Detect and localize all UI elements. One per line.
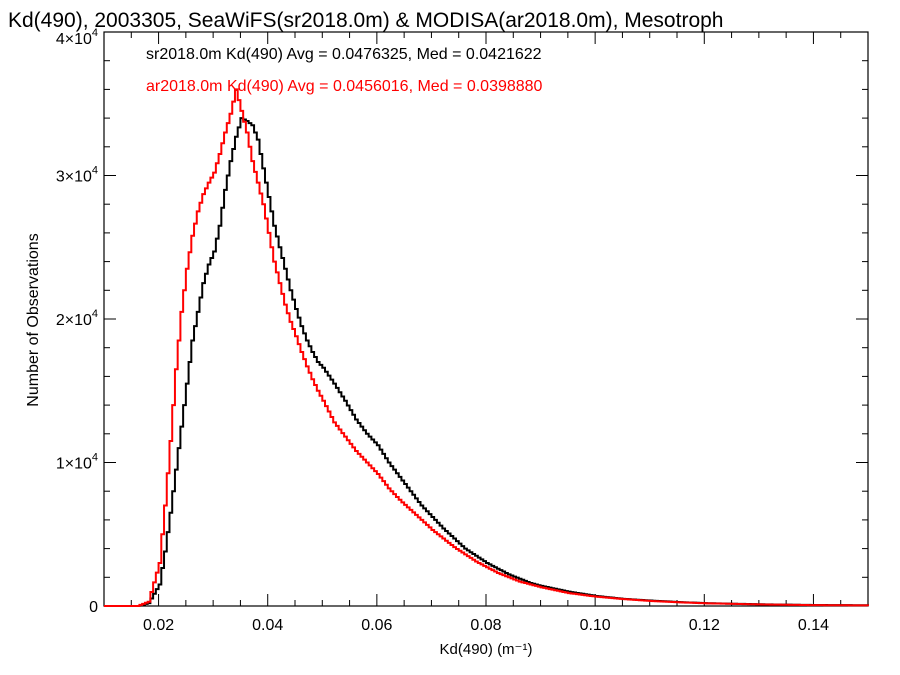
y-axis-label: Number of Observations [25, 233, 42, 406]
series-layer [104, 88, 869, 607]
x-axis-label: Kd(490) (m⁻¹) [440, 641, 533, 658]
x-tick-label: 0.08 [470, 617, 501, 634]
x-axis-ticks: 0.02 0.04 0.06 0.08 0.10 0.12 0.14 [103, 32, 869, 634]
x-tick-label: 0.06 [361, 617, 392, 634]
y-axis-ticks: 0 1×104 2×104 3×104 4×104 [56, 27, 868, 616]
x-tick-label: 0.14 [798, 617, 829, 634]
y-tick-label: 0 [89, 599, 98, 616]
y-tick-label: 2×104 [56, 308, 98, 329]
black-series-line [104, 117, 869, 607]
x-tick-label: 0.12 [689, 617, 720, 634]
legend-entry-black-series: sr2018.0m Kd(490) Avg = 0.0476325, Med =… [146, 46, 542, 63]
x-tick-label: 0.02 [143, 617, 174, 634]
legend-entry-red-series: ar2018.0m Kd(490) Avg = 0.0456016, Med =… [146, 78, 543, 95]
y-tick-label: 4×104 [56, 27, 98, 48]
chart-title: Kd(490), 2003305, SeaWiFS(sr2018.0m) & M… [8, 9, 723, 32]
y-tick-label: 3×104 [56, 165, 98, 186]
plot-area-border [103, 31, 869, 607]
x-tick-label: 0.04 [252, 617, 283, 634]
red-series-line [104, 88, 869, 607]
x-tick-label: 0.10 [580, 617, 611, 634]
y-tick-label: 1×104 [56, 452, 98, 473]
plot-frame [103, 31, 869, 607]
